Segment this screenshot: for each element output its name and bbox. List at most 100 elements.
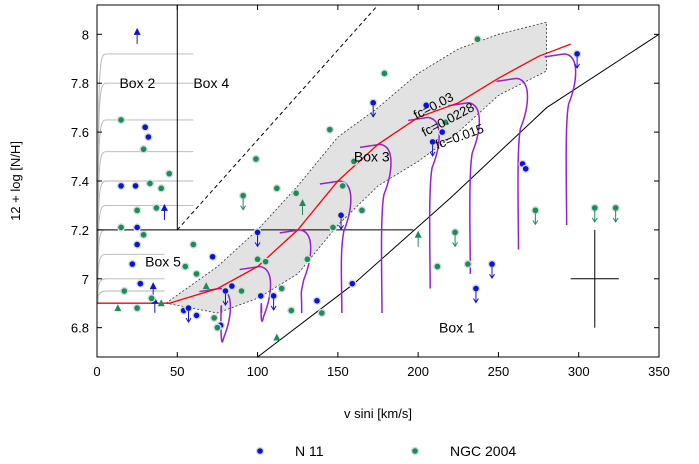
- n11-point: [473, 285, 479, 292]
- x-tick-label: 200: [407, 364, 429, 379]
- n11-point: [185, 305, 192, 311]
- x-tick-label: 50: [170, 364, 184, 379]
- isochrone-curve: [97, 82, 194, 304]
- ngc2004-point: [304, 256, 311, 263]
- ngc2004-point: [190, 241, 197, 248]
- upper-limit-arrowhead: [489, 273, 495, 280]
- upper-limit-arrowhead: [591, 217, 598, 223]
- box-label: Box 4: [193, 75, 229, 91]
- upper-limit-arrowhead: [532, 220, 539, 226]
- upper-limit-arrowhead: [574, 63, 581, 69]
- evolution-track: [239, 265, 272, 322]
- ngc2004-point: [274, 185, 280, 192]
- ngc2004-point: [532, 207, 539, 214]
- x-tick-label: 300: [568, 364, 590, 379]
- n11-point: [439, 129, 446, 135]
- y-tick-label: 7.2: [71, 223, 89, 238]
- n11-point: [132, 183, 139, 189]
- ngc2004-point: [121, 288, 128, 294]
- ngc2004-point: [211, 315, 218, 321]
- n11-point: [522, 165, 529, 172]
- ngc2004-point: [330, 224, 336, 231]
- upper-limit-arrowhead: [452, 242, 458, 248]
- n11-point: [129, 261, 136, 267]
- x-tick-label: 100: [247, 364, 269, 379]
- n11-point: [134, 241, 140, 248]
- x-tick-label: 350: [648, 364, 670, 379]
- uncertainty-band: [165, 21, 547, 314]
- evolution-track: [359, 143, 392, 314]
- upper-limit-arrowhead: [612, 217, 619, 223]
- ngc2004-point: [238, 288, 245, 294]
- ngc2004-point: [140, 231, 147, 238]
- box-label: Box 2: [119, 75, 155, 91]
- ngc2004-point: [327, 126, 333, 133]
- isochrone-curve: [97, 180, 194, 304]
- box-label: Box 5: [145, 254, 181, 270]
- y-tick-label: 6.8: [71, 321, 89, 336]
- n11-point: [222, 288, 229, 294]
- ngc2004-point: [434, 263, 441, 270]
- legend: N 11 NGC 2004: [255, 443, 516, 459]
- ngc2004-point: [134, 207, 140, 214]
- ngc2004-point: [134, 305, 140, 311]
- ngc2004-point: [591, 205, 598, 211]
- n11-point: [489, 261, 495, 267]
- ngc2004-point: [293, 190, 299, 197]
- box-label: Box 3: [354, 149, 390, 165]
- ngc2004-point: [240, 192, 246, 199]
- upper-limit-arrowhead: [240, 205, 247, 211]
- ngc2004-point: [166, 170, 173, 177]
- n11-point: [137, 280, 144, 287]
- n11-point: [145, 134, 152, 140]
- n11-point: [314, 297, 320, 304]
- legend-label-ngc2004: NGC 2004: [450, 443, 516, 459]
- n11-point: [349, 280, 356, 287]
- legend-marker-ngc2004: [412, 448, 418, 454]
- n11-point: [257, 293, 264, 299]
- upper-limit-arrowhead: [222, 300, 229, 306]
- ngc2004-point: [319, 310, 325, 316]
- n11-point: [149, 282, 157, 290]
- ngc2004-point: [442, 119, 449, 126]
- y-tick-label: 8: [82, 27, 89, 42]
- ngc2004-point: [202, 282, 210, 290]
- ngc2004-point: [288, 307, 295, 314]
- evolution-track: [319, 180, 352, 314]
- n11-point: [574, 51, 580, 57]
- isochrone-curve: [97, 53, 194, 304]
- n11-point: [142, 124, 148, 131]
- ngc2004-point: [339, 183, 346, 189]
- n11-point: [229, 283, 235, 289]
- ngc2004-point: [351, 158, 357, 165]
- ngc2004-point: [474, 36, 481, 43]
- n11-point: [338, 212, 344, 219]
- box-divider-dashed: [176, 5, 379, 231]
- ngc2004-point: [153, 205, 160, 211]
- n11-point: [160, 203, 168, 211]
- x-tick-label: 250: [488, 364, 510, 379]
- upper-limit-arrowhead: [429, 151, 436, 157]
- ngc2004-point: [193, 271, 200, 277]
- x-tick-label: 150: [327, 364, 349, 379]
- upper-limit-arrowhead: [270, 305, 277, 311]
- ngc2004-point: [140, 146, 147, 153]
- ngc2004-point: [118, 224, 124, 231]
- upper-limit-arrowhead: [370, 112, 377, 118]
- legend-label-n11: N 11: [295, 443, 324, 459]
- y-tick-label: 7.4: [71, 174, 89, 189]
- x-axis-label: v sini [km/s]: [344, 406, 412, 421]
- y-axis-label: 12 + log [N/H]: [8, 141, 23, 221]
- model-curve: [97, 43, 571, 304]
- ngc2004-point: [359, 207, 365, 214]
- ngc2004-point: [148, 295, 155, 302]
- upper-limit-arrowhead: [185, 317, 192, 324]
- ngc2004-point: [253, 156, 259, 162]
- upper-limit-arrowhead: [338, 224, 344, 231]
- n11-point: [429, 139, 436, 145]
- n11-point: [423, 102, 429, 109]
- n11-point: [370, 99, 376, 106]
